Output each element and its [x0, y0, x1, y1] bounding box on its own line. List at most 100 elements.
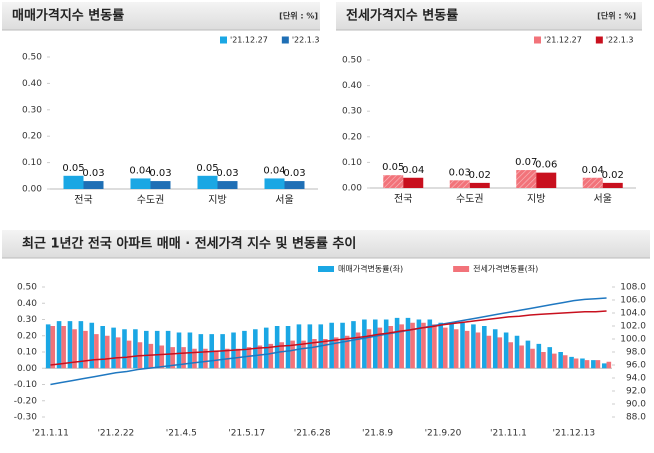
bar	[536, 172, 557, 188]
y2-tick-label: 102.0	[620, 322, 646, 332]
bar	[94, 334, 99, 369]
bar	[312, 339, 317, 369]
bar	[284, 181, 305, 189]
bar	[355, 332, 361, 369]
y2-tick-label: 108.0	[620, 283, 646, 293]
bar	[323, 339, 328, 369]
bar	[442, 327, 448, 369]
bar	[150, 181, 171, 189]
value-label: 0.02	[469, 170, 491, 181]
y-tick-label: 0.40	[342, 81, 362, 91]
legend-swatch	[453, 266, 470, 272]
bar	[438, 322, 443, 369]
bar	[170, 347, 175, 369]
bar	[486, 335, 492, 369]
bar	[176, 332, 182, 369]
x-tick-label: 수도권	[137, 194, 165, 206]
bar	[50, 326, 56, 369]
bar	[187, 332, 193, 369]
index-line	[50, 310, 607, 366]
y2-tick-label: 98.0	[626, 348, 646, 358]
legend-swatch	[281, 36, 289, 44]
y-tick-label: 0.50	[17, 283, 37, 293]
y-tick-label: 0.30	[342, 107, 362, 117]
x-tick-label: 지방	[527, 193, 545, 205]
y2-tick-label: 104.0	[620, 309, 646, 319]
x-tick-label: 서울	[275, 194, 293, 206]
bar	[602, 182, 623, 188]
bar	[394, 317, 400, 369]
bar	[449, 180, 470, 188]
x-tick-label: 수도권	[456, 193, 484, 205]
bar	[582, 177, 603, 188]
bar	[541, 352, 546, 369]
bar	[432, 324, 437, 369]
chart-title: 최근 1년간 전국 아파트 매매 · 전세가격 지수 및 변동률 추이	[22, 236, 356, 252]
bar	[111, 327, 116, 369]
bar	[235, 348, 241, 369]
bar	[492, 329, 498, 369]
x-tick-label: '21.12.13	[553, 429, 596, 439]
bar	[56, 321, 62, 369]
y-tick-label: 0.30	[17, 315, 37, 325]
bar	[453, 329, 459, 369]
y-tick-label: 0.20	[342, 132, 362, 142]
bar	[416, 319, 422, 369]
bar	[606, 361, 612, 369]
bar	[83, 330, 88, 369]
x-tick-label: 서울	[594, 193, 612, 205]
value-label: 0.05	[196, 163, 218, 174]
bar	[536, 343, 542, 369]
legend-label: '21.12.27	[544, 36, 582, 45]
title-bar	[2, 230, 650, 258]
x-tick-label: '21.4.5	[166, 429, 197, 439]
y-tick-label: 0.00	[17, 364, 37, 374]
y-tick-label: 0.00	[22, 185, 42, 195]
value-label: 0.05	[62, 163, 84, 174]
value-label: 0.03	[449, 167, 471, 178]
bar	[421, 322, 426, 369]
bar	[67, 321, 73, 369]
bar	[362, 319, 367, 369]
value-label: 0.04	[582, 165, 604, 176]
y-tick-label: -0.20	[14, 396, 38, 406]
bar	[573, 358, 579, 369]
value-label: 0.03	[149, 168, 171, 179]
bar	[405, 317, 411, 369]
bar	[475, 332, 481, 369]
bar	[72, 329, 77, 369]
bar	[449, 322, 454, 369]
y-tick-label: -0.10	[14, 380, 38, 390]
y-tick-label: 0.20	[17, 331, 37, 341]
legend-swatch	[534, 36, 541, 44]
y2-tick-label: 106.0	[620, 296, 646, 306]
bar	[115, 337, 121, 369]
bar	[192, 348, 197, 369]
x-tick-label: '21.8.9	[362, 429, 393, 439]
y-tick-label: 0.20	[22, 132, 42, 142]
legend-label: '22.1.3	[292, 36, 320, 45]
bar	[497, 337, 503, 369]
bar	[279, 342, 285, 369]
bar	[580, 358, 585, 369]
bar	[203, 348, 208, 369]
value-label: 0.02	[602, 170, 624, 181]
legend-label: 전세가격변동률(좌)	[473, 264, 538, 274]
bar	[569, 356, 574, 369]
value-label: 0.03	[216, 168, 238, 179]
y-tick-label: 0.40	[17, 299, 37, 309]
x-tick-label: 지방	[208, 194, 226, 206]
bar	[552, 353, 557, 369]
bar	[181, 347, 186, 369]
bar	[63, 175, 84, 189]
bar	[519, 345, 524, 369]
bar	[148, 343, 154, 369]
bar	[366, 329, 372, 369]
bar	[307, 324, 313, 369]
y-tick-label: 0.50	[342, 56, 362, 66]
bar	[214, 350, 219, 369]
y-tick-label: 0.40	[22, 79, 42, 89]
y2-tick-label: 100.0	[620, 335, 646, 345]
bar	[45, 324, 51, 369]
bar	[584, 360, 590, 369]
